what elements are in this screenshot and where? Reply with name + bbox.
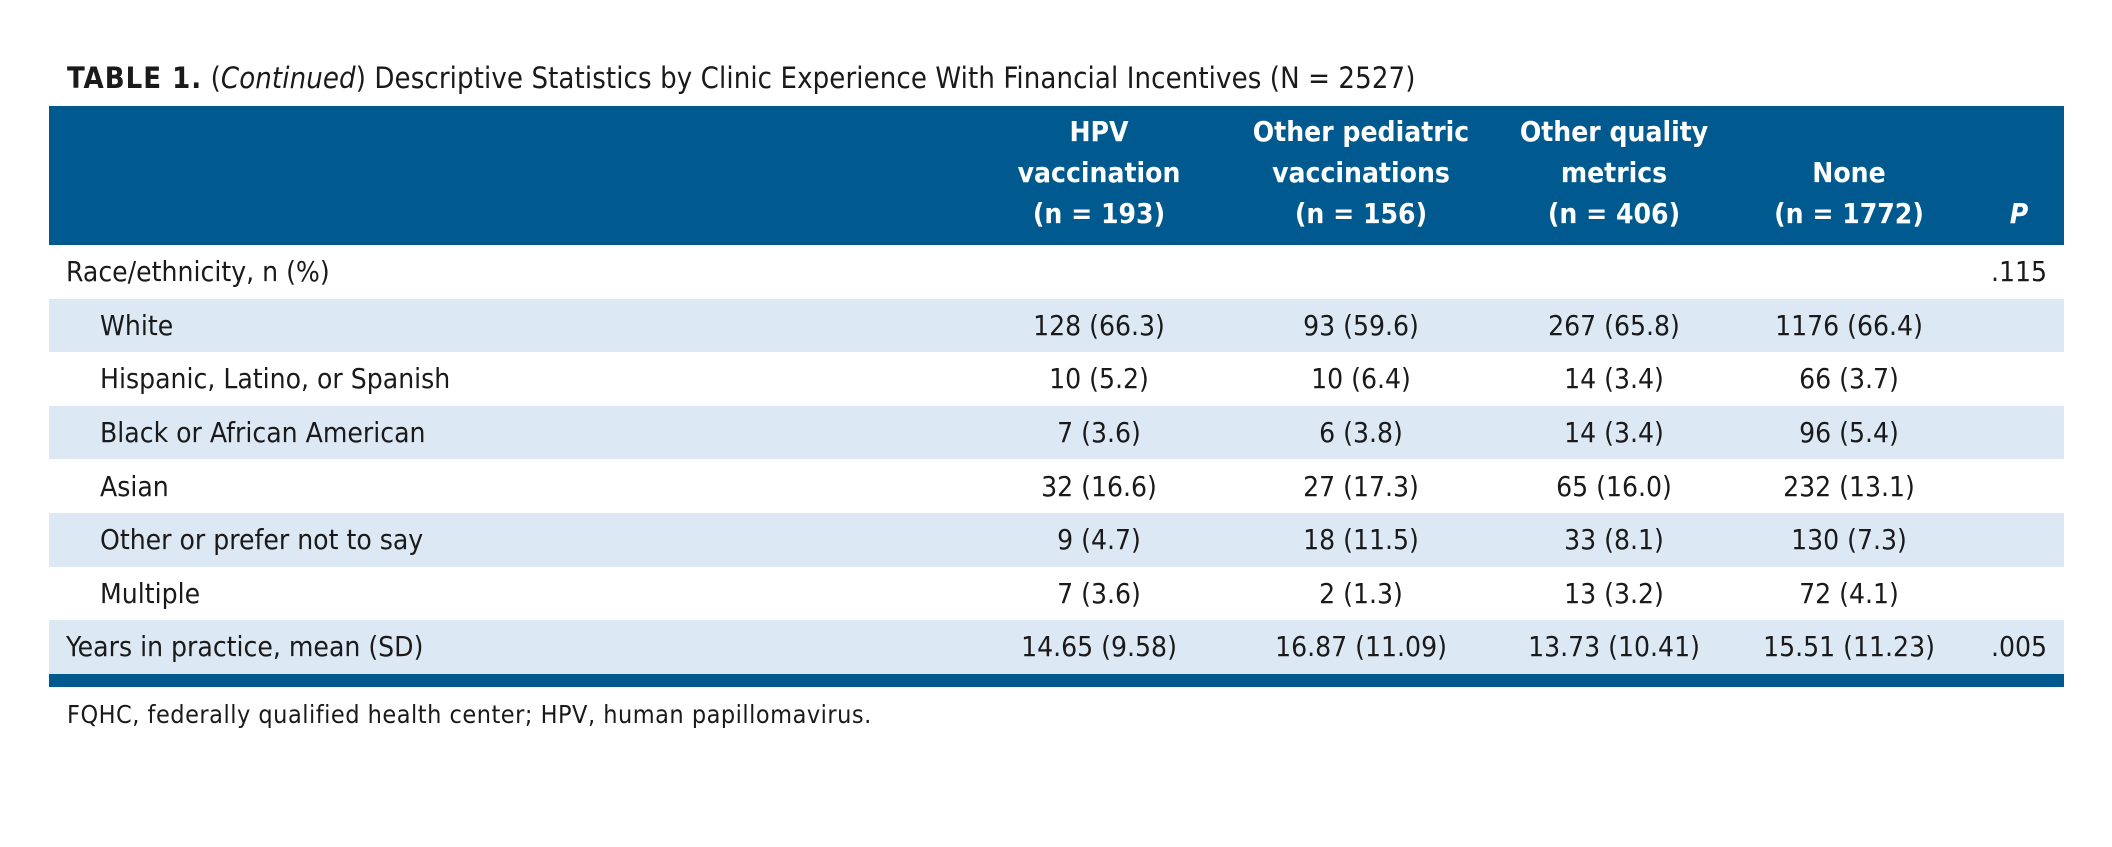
table-row: Black or African American 7 (3.6) 6 (3.8…	[49, 405, 2064, 460]
table-bottom-rule	[49, 673, 2064, 687]
column-header-line: (n = 406)	[1547, 197, 1681, 230]
cell-value: 16.87 (11.09)	[1275, 630, 1447, 664]
table-row: Race/ethnicity, n (%) .115	[49, 245, 2064, 299]
table-row: Hispanic, Latino, or Spanish 10 (5.2) 10…	[49, 352, 2064, 406]
cell-value: 33 (8.1)	[1564, 523, 1664, 557]
cell-value: 13 (3.2)	[1564, 576, 1664, 610]
cell-p-value	[1974, 406, 2064, 460]
cell-p-value	[1974, 567, 2064, 621]
row-label: White	[100, 308, 174, 342]
cell-value: 14 (3.4)	[1564, 416, 1664, 450]
data-table: HPV vaccination (n = 193) Other pediatri…	[49, 106, 2064, 687]
table-row: Asian 32 (16.6) 27 (17.3) 65 (16.0) 232 …	[49, 459, 2064, 513]
cell-value: 10 (6.4)	[1311, 362, 1411, 396]
table-row: Other or prefer not to say 9 (4.7) 18 (1…	[49, 512, 2064, 567]
continued-label: Continued	[220, 61, 356, 95]
cell-value: 27 (17.3)	[1303, 469, 1419, 503]
column-header-line: P	[2009, 197, 2029, 230]
cell-value: 13.73 (10.41)	[1528, 630, 1700, 664]
column-header-line: (n = 193)	[1032, 197, 1166, 230]
table-label: TABLE 1.	[67, 61, 203, 95]
cell-value: 7 (3.6)	[1057, 416, 1141, 450]
column-header-line: None	[1812, 156, 1886, 189]
cell-p-value: .115	[1990, 255, 2048, 289]
cell-value: 14.65 (9.58)	[1021, 630, 1177, 664]
cell-value: 14 (3.4)	[1564, 362, 1664, 396]
column-header-line: metrics	[1560, 156, 1668, 189]
cell-value: 9 (4.7)	[1057, 523, 1141, 557]
cell-value: 232 (13.1)	[1783, 469, 1915, 503]
cell-p-value	[1974, 513, 2064, 567]
cell-value: 32 (16.6)	[1041, 469, 1157, 503]
cell-value: 1176 (66.4)	[1775, 308, 1923, 342]
column-header-line: Other quality	[1519, 115, 1709, 148]
continued-close-paren: )	[355, 61, 366, 95]
table-row: Years in practice, mean (SD) 14.65 (9.58…	[49, 620, 2064, 674]
cell-value: 10 (5.2)	[1049, 362, 1149, 396]
continued-open-paren: (	[210, 61, 221, 95]
column-header-line: HPV	[1069, 115, 1129, 148]
cell-p-value	[1974, 459, 2064, 513]
cell-value: 66 (3.7)	[1799, 362, 1899, 396]
cell-value: 96 (5.4)	[1799, 416, 1899, 450]
column-header-line: (n = 156)	[1294, 197, 1428, 230]
cell-p-value	[1974, 352, 2064, 406]
cell-value: 128 (66.3)	[1033, 308, 1165, 342]
cell-value: 130 (7.3)	[1791, 523, 1907, 557]
cell-value: 65 (16.0)	[1556, 469, 1672, 503]
column-header-line: Other pediatric	[1252, 115, 1470, 148]
cell-value	[1499, 245, 1729, 299]
cell-value	[1236, 245, 1486, 299]
cell-value: 7 (3.6)	[1057, 576, 1141, 610]
column-header-line: vaccinations	[1272, 156, 1450, 189]
cell-value	[1739, 245, 1959, 299]
table-footnote: FQHC, federally qualified health center;…	[67, 700, 872, 729]
row-label: Other or prefer not to say	[100, 523, 424, 557]
cell-value: 72 (4.1)	[1799, 576, 1899, 610]
column-header-none: None (n = 1772)	[1739, 120, 1959, 245]
cell-value: 267 (65.8)	[1548, 308, 1680, 342]
table-header: HPV vaccination (n = 193) Other pediatri…	[49, 106, 2064, 245]
table-title: Descriptive Statistics by Clinic Experie…	[365, 61, 1416, 95]
column-header-line: vaccination	[1017, 156, 1181, 189]
table-row: Multiple 7 (3.6) 2 (1.3) 13 (3.2) 72 (4.…	[49, 567, 2064, 621]
row-label: Years in practice, mean (SD)	[66, 630, 424, 664]
cell-value	[1009, 245, 1189, 299]
cell-value: 2 (1.3)	[1319, 576, 1403, 610]
column-header-line: (n = 1772)	[1774, 197, 1924, 230]
cell-value: 18 (11.5)	[1303, 523, 1419, 557]
row-label: Asian	[100, 469, 169, 503]
row-label: Multiple	[100, 576, 201, 610]
cell-value: 6 (3.8)	[1319, 416, 1403, 450]
column-header-hpv-vaccination: HPV vaccination (n = 193)	[1009, 115, 1189, 245]
cell-p-value: .005	[1990, 630, 2048, 664]
cell-p-value	[1974, 299, 2064, 353]
column-header-p-value: P	[1974, 120, 2064, 245]
column-header-other-pediatric: Other pediatric vaccinations (n = 156)	[1236, 115, 1486, 245]
table-row: White 128 (66.3) 93 (59.6) 267 (65.8) 11…	[49, 298, 2064, 353]
row-label: Black or African American	[100, 416, 426, 450]
row-label: Hispanic, Latino, or Spanish	[100, 362, 451, 396]
row-label: Race/ethnicity, n (%)	[66, 255, 330, 289]
table-caption: TABLE 1. (Continued) Descriptive Statist…	[67, 56, 1416, 100]
cell-value: 93 (59.6)	[1303, 308, 1419, 342]
cell-value: 15.51 (11.23)	[1763, 630, 1935, 664]
column-header-other-quality: Other quality metrics (n = 406)	[1499, 115, 1729, 245]
